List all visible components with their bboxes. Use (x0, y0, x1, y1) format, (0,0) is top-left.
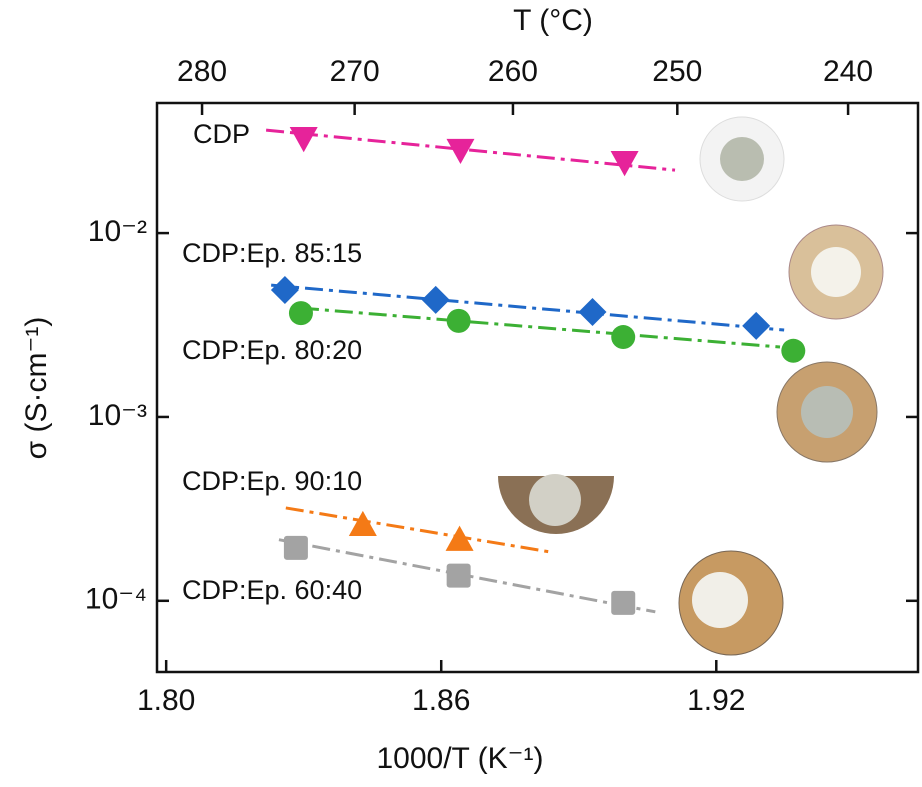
x2-tick-label: 270 (330, 55, 380, 88)
series-label: CDP:Ep. 90:10 (182, 466, 362, 496)
y-tick-label: 10⁻² (88, 215, 147, 248)
point (447, 309, 471, 333)
point (611, 591, 635, 615)
sample-photos (498, 117, 883, 655)
x2-tick-label: 260 (488, 55, 538, 88)
y-tick-label: 10⁻⁴ (85, 583, 147, 616)
point (447, 564, 471, 588)
x-axis-label: 1000/T (K⁻¹) (376, 742, 543, 775)
chart: 1000/T (K⁻¹) T (°C) σ (S·cm⁻¹) 1.80 1.86 1… (0, 0, 922, 787)
point (349, 511, 377, 536)
point (742, 312, 770, 340)
point (579, 298, 607, 326)
series-label: CDP:Ep. 85:15 (182, 238, 362, 268)
y-tick-label: 10⁻³ (88, 399, 147, 432)
point (781, 339, 805, 363)
series-label: CDP:Ep. 60:40 (182, 575, 362, 605)
series-label: CDP (193, 119, 250, 149)
x2-tick-label: 280 (177, 55, 227, 88)
point (271, 276, 299, 304)
x-tick-label: 1.80 (137, 684, 195, 717)
fit-line (286, 508, 549, 552)
point (422, 286, 450, 314)
x2-axis-label: T (°C) (513, 4, 593, 37)
x-tick-label: 1.92 (687, 684, 745, 717)
point (284, 536, 308, 560)
point (611, 325, 635, 349)
fit-line (271, 285, 784, 330)
series-label: CDP:Ep. 80:20 (182, 335, 362, 365)
y-axis-label: σ (S·cm⁻¹) (20, 317, 53, 460)
x-tick-label: 1.86 (412, 684, 470, 717)
fit-line (266, 130, 675, 170)
x2-tick-label: 250 (652, 55, 702, 88)
x2-tick-label: 240 (823, 55, 873, 88)
point (289, 301, 313, 325)
fit-line (301, 308, 780, 347)
point (290, 127, 318, 152)
